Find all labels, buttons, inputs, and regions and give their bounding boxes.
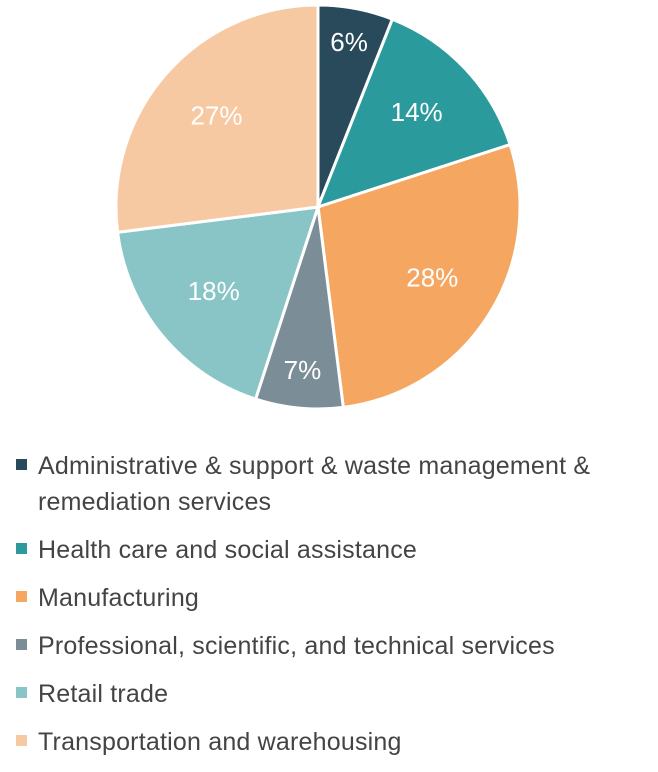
legend-item: Manufacturing [0,580,658,616]
legend: Administrative & support & waste managem… [0,448,658,772]
legend-item: Health care and social assistance [0,532,658,568]
pie-slice [316,142,522,410]
legend-swatch [16,735,27,746]
legend-item: Administrative & support & waste managem… [0,448,658,520]
chart: 6% 14% 28% 7% 18% 27% [114,3,522,411]
pie-slice [114,3,320,234]
legend-label: Administrative & support & waste managem… [38,452,591,516]
legend-swatch [16,591,27,602]
legend-swatch [16,687,27,698]
legend-item: Transportation and warehousing [0,724,658,760]
legend-label: Manufacturing [38,584,200,612]
legend-swatch [16,639,27,650]
pie-slice [115,205,321,402]
legend-item: Professional, scientific, and technical … [0,628,658,664]
legend-label: Health care and social assistance [38,536,418,564]
legend-item: Retail trade [0,676,658,712]
data-label: 18% [188,276,240,306]
legend-label: Professional, scientific, and technical … [38,632,555,660]
legend-label: Transportation and warehousing [38,728,402,756]
legend-label: Retail trade [38,680,169,708]
data-label: 27% [190,100,242,130]
legend-swatch [16,459,27,470]
data-label: 28% [406,262,458,292]
data-label: 14% [391,97,443,127]
data-label: 7% [284,355,322,385]
legend-swatch [16,543,27,554]
data-label: 6% [330,27,368,57]
